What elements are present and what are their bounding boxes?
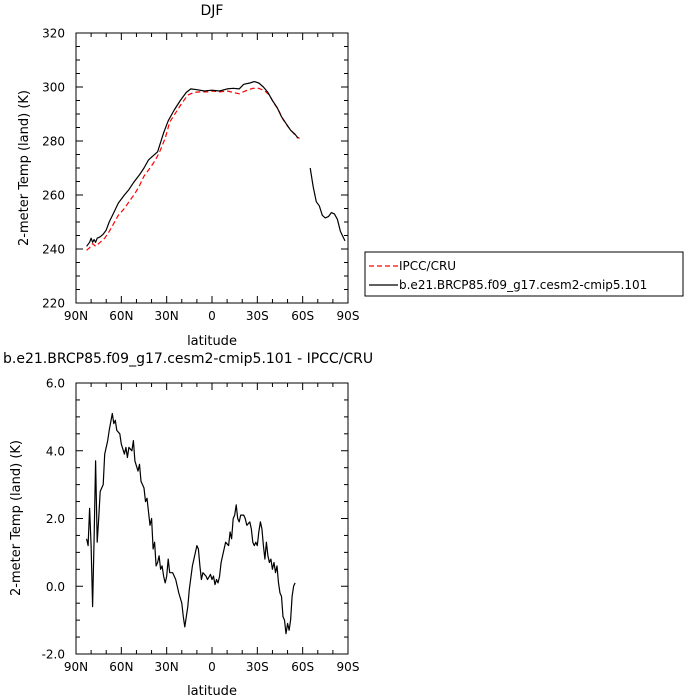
x-tick-label-bottom: 90N [64,660,88,674]
legend: IPCC/CRU b.e21.BRCP85.f09_g17.cesm2-cmip… [364,251,684,297]
chart-top-ticks: 90N 60N 30N 0 30S 60S 90S 220 240 260 280 300 320 [42,27,359,324]
series-line-top-1-seg-0 [86,80,299,247]
y-tick-label-top: 320 [42,27,65,41]
y-tick-label-top: 240 [42,243,65,257]
chart-top-frame [75,32,349,304]
chart-top-ylabel: 2-meter Temp (land) (K) [17,90,32,246]
y-tick-label-top: 300 [42,81,65,95]
y-tick-label-top: 220 [42,297,65,311]
chart-bottom-ylabel: 2-meter Temp (land) (K) [9,440,24,596]
x-tick-label-bottom: 90S [337,660,360,674]
x-tick-label-top: 90N [64,309,88,323]
y-tick-label-bottom: 6.0 [46,377,65,391]
x-tick-label-bottom: 0 [208,660,216,674]
series-line-bottom-0-seg-0 [86,412,296,635]
y-tick-label-bottom: 2.0 [46,512,65,526]
legend-box [364,251,684,297]
x-tick-label-bottom: 60N [109,660,133,674]
y-tick-label-bottom: -2.0 [42,648,65,662]
chart-bottom-xlabel: latitude [187,684,237,699]
x-tick-label-top: 90S [337,309,360,323]
x-tick-label-top: 30S [246,309,269,323]
chart-bottom-frame [75,382,349,655]
chart-top: DJF 90N 60N 30N 0 30S 60S 90S 220 240 260 280 300 32… [17,3,359,349]
chart-bottom: b.e21.BRCP85.f09_g17.cesm2-cmip5.101 - I… [3,351,373,699]
chart-top-series [86,80,346,251]
series-line-top-0-seg-0 [86,87,300,251]
chart-bottom-ticks: 90N 60N 30N 0 30S 60S 90S -2.0 0.0 2.0 4.0 6.0 [42,377,360,675]
y-tick-label-top: 280 [42,135,65,149]
chart-top-title: DJF [201,3,224,19]
chart-top-xlabel: latitude [187,334,237,349]
x-tick-label-bottom: 30N [155,660,179,674]
legend-label-ipcc-cru: IPCC/CRU [399,259,456,273]
x-tick-label-bottom: 30S [246,660,269,674]
x-tick-label-top: 60N [109,309,133,323]
chart-bottom-title: b.e21.BRCP85.f09_g17.cesm2-cmip5.101 - I… [3,351,373,367]
series-line-top-1-seg-1 [309,167,346,242]
x-tick-label-top: 60S [291,309,314,323]
x-tick-label-top: 0 [208,309,216,323]
y-tick-label-bottom: 0.0 [46,580,65,594]
y-tick-label-bottom: 4.0 [46,444,65,458]
y-tick-label-top: 260 [42,189,65,203]
chart-bottom-series [86,412,296,635]
legend-label-model: b.e21.BRCP85.f09_g17.cesm2-cmip5.101 [399,278,647,292]
x-tick-label-bottom: 60S [291,660,314,674]
x-tick-label-top: 30N [155,309,179,323]
